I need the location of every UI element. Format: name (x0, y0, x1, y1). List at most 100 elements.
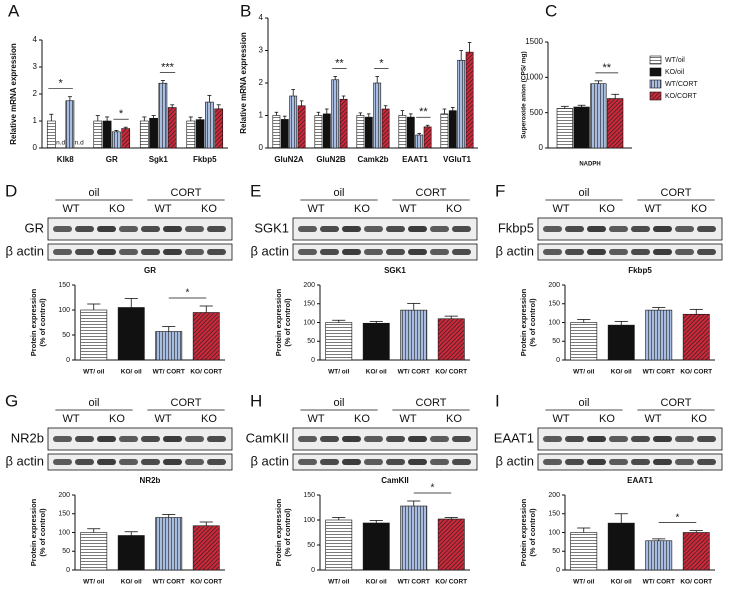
bar (570, 532, 598, 571)
blot-band (141, 226, 160, 232)
y-axis-label: Protein expression (519, 498, 528, 566)
bar (158, 82, 168, 149)
blot-band (430, 226, 449, 232)
band-label: β actin (5, 453, 44, 468)
band-label: NR2b (11, 430, 44, 445)
y-axis-label: Protein expression (274, 498, 283, 566)
blot-band (53, 249, 72, 255)
blot-band (141, 249, 160, 255)
group-label: CORT (661, 397, 692, 409)
bar (117, 535, 145, 571)
lane-label: KO (354, 413, 370, 425)
blot-band (697, 436, 716, 442)
chart-title: CamKII (381, 476, 409, 485)
y-tick-label: 0 (539, 143, 544, 152)
panel-label: D (5, 181, 17, 200)
y-tick-label: 150 (58, 282, 70, 289)
blot-band (452, 459, 471, 465)
bar (364, 116, 373, 149)
lane-label: WT (644, 203, 661, 215)
blot-band (609, 459, 628, 465)
y-tick-label: 200 (548, 492, 560, 499)
y-tick-label: 50 (62, 548, 70, 555)
blot-band (53, 226, 72, 232)
x-tick-label: Klk8 (57, 155, 74, 164)
blot-strip (47, 453, 233, 471)
band-label: β actin (495, 453, 534, 468)
blot-band (185, 226, 204, 232)
blot-band (207, 436, 226, 442)
bar (457, 59, 466, 149)
blot-band (364, 226, 383, 232)
band-label: SGK1 (254, 220, 289, 235)
bar (437, 318, 465, 361)
blot-band (386, 226, 405, 232)
bar (645, 540, 673, 571)
blot-strip (47, 217, 233, 241)
blot-strip (292, 243, 478, 261)
lane-label: WT (399, 413, 416, 425)
blot-band (430, 436, 449, 442)
blot-band (452, 226, 471, 232)
significance-label: * (379, 57, 384, 69)
bar (117, 307, 145, 361)
blot-strip (537, 243, 723, 261)
significance-label: ** (335, 57, 344, 69)
bar (325, 519, 353, 571)
blot-band (320, 459, 339, 465)
blot-band (185, 436, 204, 442)
blot-band (543, 226, 562, 232)
blot-strip (292, 217, 478, 241)
group-label: CORT (661, 187, 692, 199)
blot-band (298, 459, 317, 465)
blot-band (697, 459, 716, 465)
y-axis-label: Protein expression (274, 288, 283, 356)
band-label: CamKII (246, 430, 289, 445)
y-tick-label: 0 (556, 567, 560, 574)
y-axis-label: (% of control) (38, 298, 47, 347)
bar (423, 126, 432, 149)
x-tick-label: WT/ oil (328, 369, 349, 376)
blot-band (342, 459, 361, 465)
lane-label: KO (599, 203, 615, 215)
bar (167, 107, 177, 149)
x-tick-label: KO/ CORT (435, 579, 467, 586)
lane-label: KO (109, 203, 125, 215)
blot-band (543, 459, 562, 465)
blot-band (631, 226, 650, 232)
x-tick-label: KO/ oil (611, 579, 632, 586)
y-tick-label: 2 (33, 89, 38, 98)
blot-strip (47, 243, 233, 261)
y-axis-label: (% of control) (283, 508, 292, 557)
bar (112, 131, 121, 149)
bar (645, 309, 673, 361)
blot-band (565, 436, 584, 442)
blot-band (386, 459, 405, 465)
y-tick-label: 50 (307, 338, 315, 345)
y-tick-label: 150 (303, 492, 315, 499)
blot-band (408, 459, 427, 465)
y-tick-label: 2 (259, 78, 264, 87)
y-tick-label: 50 (62, 332, 70, 339)
lane-label: KO (446, 413, 462, 425)
blot-band (207, 459, 226, 465)
bar (331, 79, 340, 149)
blot-band (631, 436, 650, 442)
blot-band (75, 459, 94, 465)
bar (573, 106, 590, 149)
y-tick-label: 0 (556, 357, 560, 364)
significance-label: *** (161, 61, 175, 73)
blot-band (408, 436, 427, 442)
blot-band (675, 436, 694, 442)
blot-band (675, 226, 694, 232)
band-label: Fkbp5 (498, 220, 534, 235)
x-tick-label: EAAT1 (402, 155, 428, 164)
x-tick-label: NADPH (579, 162, 600, 168)
x-tick-label: Camk2b (357, 155, 388, 164)
blot-band (631, 459, 650, 465)
y-tick-label: 50 (307, 542, 315, 549)
y-tick-label: 150 (58, 511, 70, 518)
group-label: CORT (171, 187, 202, 199)
blot-band (364, 436, 383, 442)
blot-band (119, 459, 138, 465)
